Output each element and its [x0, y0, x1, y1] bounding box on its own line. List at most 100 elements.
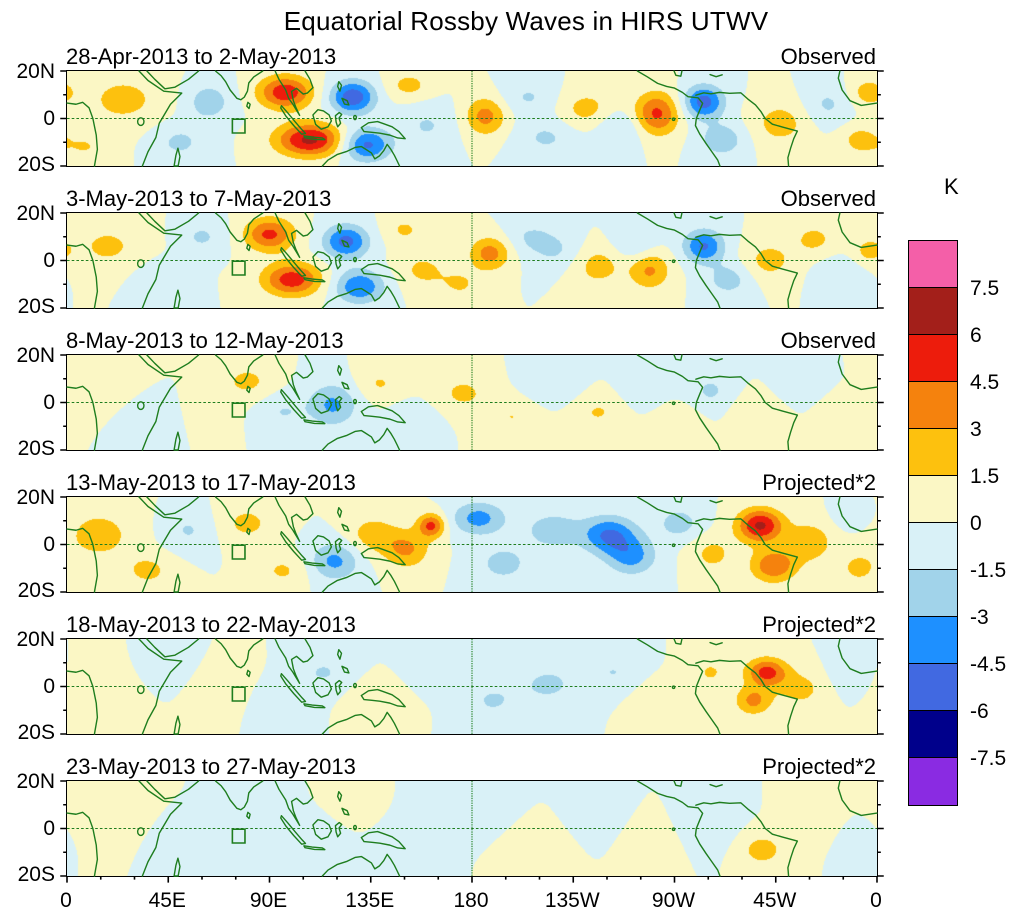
map-area: 20N 0 20S [16, 60, 878, 176]
panel-source-tag: Observed [780, 328, 876, 353]
colorbar-cell [909, 241, 957, 288]
x-tick-label: 0 [60, 889, 72, 912]
lat-label-20n: 20N [16, 770, 55, 793]
map-overlay [67, 781, 877, 876]
lat-label-equator: 0 [43, 816, 55, 840]
colorbar: K 7.5 6 4.5 3 1.5 0 -1.5 -3 -4.5 -6 -7.5 [908, 174, 1024, 806]
x-tick-label: 45E [148, 889, 186, 912]
region-box [232, 119, 245, 133]
map-panel: 28-Apr-2013 to 2-May-2013 Observed 20N 0… [16, 42, 878, 176]
map-panel: 8-May-2013 to 12-May-2013 Observed 20N 0… [16, 326, 878, 460]
colorbar-cell [909, 617, 957, 664]
lat-label-equator: 0 [43, 106, 55, 130]
colorbar-tick-label: 6 [970, 323, 982, 347]
colorbar-cell [909, 382, 957, 429]
colorbar-tick-label: 7.5 [970, 276, 1000, 300]
panel-source-tag: Observed [780, 44, 876, 69]
lat-tick-marks [60, 781, 884, 876]
panel-header: 23-May-2013 to 27-May-2013 Projected*2 [66, 752, 876, 780]
map-panel: 23-May-2013 to 27-May-2013 Projected*2 2… [16, 752, 878, 886]
panel-header: 3-May-2013 to 7-May-2013 Observed [66, 184, 876, 212]
colorbar-cell [909, 570, 957, 617]
panel-header: 13-May-2013 to 17-May-2013 Projected*2 [66, 468, 876, 496]
region-box [232, 261, 245, 275]
map-overlay [67, 497, 877, 592]
lat-tick-marks [60, 497, 884, 592]
colorbar-tick-label: -6 [970, 699, 989, 723]
colorbar-tick-label: 4.5 [970, 370, 1000, 394]
colorbar-cell [909, 758, 957, 805]
lat-label-equator: 0 [43, 248, 55, 272]
lat-tick-marks [60, 71, 884, 166]
colorbar-cell [909, 523, 957, 570]
lat-label-20s: 20S [17, 579, 55, 602]
lat-label-20s: 20S [17, 153, 55, 176]
x-axis: 0 45E 90E 135E 180 135W 90W 45W 0 [60, 889, 882, 917]
map-overlay [67, 71, 877, 166]
region-box [232, 687, 245, 701]
map-panel: 18-May-2013 to 22-May-2013 Projected*2 2… [16, 610, 877, 744]
map-panel: 3-May-2013 to 7-May-2013 Observed 20N 0 … [16, 184, 878, 318]
panel-date-range: 23-May-2013 to 27-May-2013 [66, 754, 356, 779]
lat-label-20s: 20S [17, 863, 55, 886]
colorbar-cell [909, 664, 957, 711]
panel-date-range: 3-May-2013 to 7-May-2013 [66, 186, 332, 211]
map-area: 20N 0 20S [16, 770, 878, 886]
lat-label-20s: 20S [17, 437, 55, 460]
lat-label-20s: 20S [17, 295, 55, 318]
map-overlay [67, 213, 877, 308]
region-box [232, 545, 245, 559]
colorbar-cell [909, 476, 957, 523]
colorbar-cell [909, 335, 957, 382]
colorbar-tick-label: -7.5 [970, 746, 1007, 770]
panel-date-range: 8-May-2013 to 12-May-2013 [66, 328, 344, 353]
colorbar-cell [909, 288, 957, 335]
x-tick-label: 45W [753, 889, 797, 912]
region-box [232, 829, 245, 843]
x-tick-label: 135E [345, 889, 395, 912]
lat-label-20n: 20N [16, 628, 55, 651]
panel-header: 28-Apr-2013 to 2-May-2013 Observed [66, 42, 876, 70]
panel-source-tag: Projected*2 [762, 754, 876, 779]
map-area: 20N 0 20S [16, 486, 878, 602]
x-tick-label: 90W [651, 889, 696, 912]
colorbar-unit-label: K [944, 174, 959, 199]
lat-label-20n: 20N [16, 486, 55, 509]
x-tick-label: 90E [249, 889, 288, 912]
colorbar-tick-label: -1.5 [970, 558, 1007, 582]
panel-date-range: 28-Apr-2013 to 2-May-2013 [66, 44, 337, 69]
lat-label-20s: 20S [17, 721, 55, 744]
colorbar-tick-label: -4.5 [970, 652, 1007, 676]
panel-source-tag: Projected*2 [762, 612, 876, 637]
lon-tick-marks [67, 876, 877, 883]
colorbar-cells [908, 240, 958, 806]
panel-stack: 28-Apr-2013 to 2-May-2013 Observed 20N 0… [16, 42, 878, 894]
lat-label-20n: 20N [16, 344, 55, 367]
colorbar-tick-label: 0 [970, 511, 982, 535]
panel-date-range: 18-May-2013 to 22-May-2013 [66, 612, 356, 637]
panel-source-tag: Observed [780, 186, 876, 211]
map-overlay [67, 355, 877, 450]
lat-label-equator: 0 [43, 532, 55, 556]
map-panel: 13-May-2013 to 17-May-2013 Projected*2 2… [16, 468, 878, 602]
region-box [232, 403, 245, 417]
lat-label-20n: 20N [16, 60, 55, 83]
map-area: 20N 0 20S [16, 344, 878, 460]
lat-label-20n: 20N [16, 202, 55, 225]
colorbar-cell [909, 711, 957, 758]
panel-header: 18-May-2013 to 22-May-2013 Projected*2 [66, 610, 876, 638]
lat-tick-marks [60, 355, 884, 450]
x-tick-label: 0 [870, 889, 882, 912]
lat-tick-marks [60, 639, 884, 734]
lat-label-equator: 0 [43, 674, 55, 698]
panel-date-range: 13-May-2013 to 17-May-2013 [66, 470, 356, 495]
map-area: 20N 0 20S [16, 202, 878, 318]
x-tick-label: 135W [544, 889, 600, 912]
figure-title: Equatorial Rossby Waves in HIRS UTWV [283, 6, 769, 36]
x-tick-label: 180 [453, 889, 489, 912]
panel-source-tag: Projected*2 [762, 470, 876, 495]
lat-label-equator: 0 [43, 390, 55, 414]
map-overlay [67, 639, 877, 734]
panel-header: 8-May-2013 to 12-May-2013 Observed [66, 326, 876, 354]
